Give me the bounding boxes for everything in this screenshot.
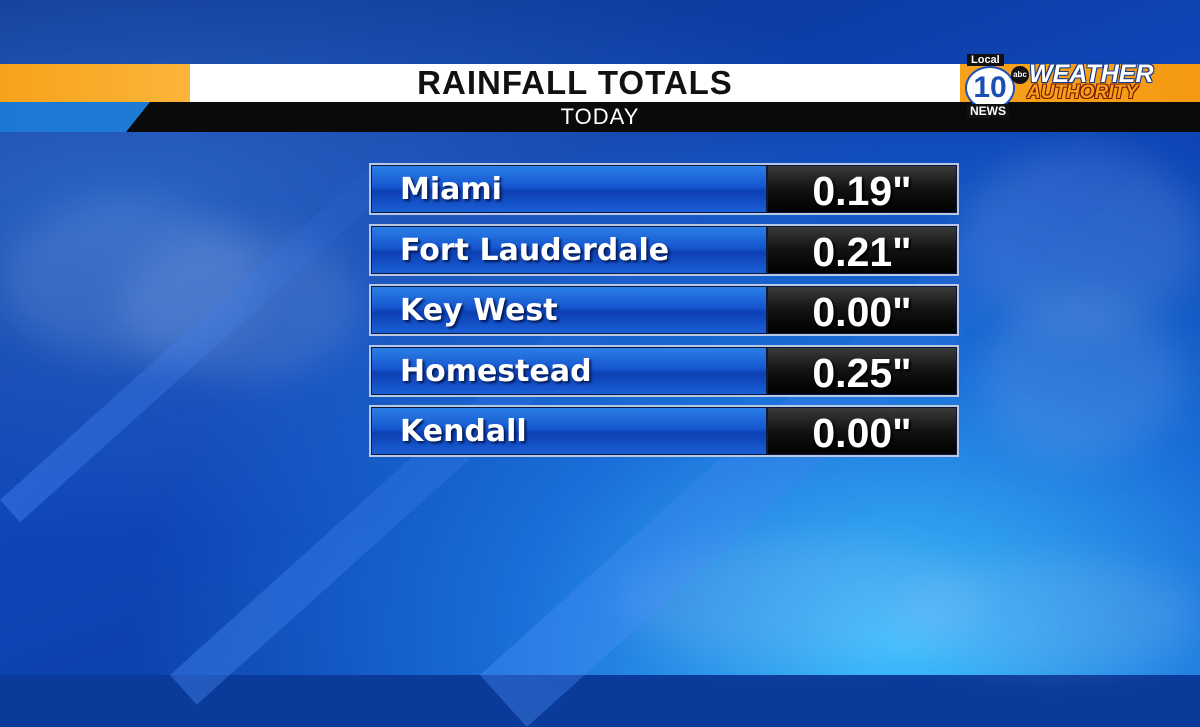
- table-row: Homestead 0.25": [369, 344, 959, 397]
- subtitle-bar: [126, 102, 1200, 132]
- table-row: Miami 0.19": [369, 163, 959, 215]
- rainfall-value: 0.25": [812, 349, 912, 396]
- value-cell: 0.25": [768, 347, 956, 396]
- city-cell: Miami: [372, 166, 766, 212]
- city-name: Kendall: [400, 414, 527, 449]
- value-cell: 0.19": [768, 166, 956, 214]
- cloud: [980, 300, 1180, 460]
- rainfall-value: 0.00": [812, 410, 912, 456]
- station-logo: 10 Local NEWS abc WEATHER AUTHORITY: [955, 52, 1170, 122]
- city-name: Homestead: [400, 353, 592, 389]
- authority-label: AUTHORITY: [1027, 82, 1138, 103]
- local-label: Local: [967, 54, 1004, 66]
- table-row: Fort Lauderdale 0.21": [369, 223, 959, 276]
- network-logo: abc: [1011, 66, 1029, 84]
- orange-accent-left: [0, 64, 190, 102]
- title-banner: RAINFALL TOTALS TODAY: [0, 64, 1200, 132]
- rainfall-value: 0.19": [812, 168, 912, 214]
- city-name: Fort Lauderdale: [400, 232, 670, 268]
- city-cell: Homestead: [372, 347, 766, 394]
- page-title: RAINFALL TOTALS: [417, 64, 733, 101]
- cloud: [0, 200, 260, 360]
- cloud: [120, 230, 360, 380]
- rainfall-value: 0.21": [812, 228, 912, 275]
- rainfall-value: 0.00": [812, 289, 912, 335]
- table-row: Key West 0.00": [369, 284, 959, 336]
- cloud: [960, 150, 1200, 330]
- city-cell: Kendall: [372, 408, 766, 454]
- value-cell: 0.00": [768, 287, 956, 335]
- value-cell: 0.21": [768, 226, 956, 275]
- city-cell: Fort Lauderdale: [372, 226, 766, 273]
- page-subtitle: TODAY: [560, 104, 640, 129]
- value-cell: 0.00": [768, 408, 956, 456]
- rainfall-table: Miami 0.19" Fort Lauderdale 0.21" Key West 0.…: [369, 163, 959, 466]
- weather-label: WEATHER: [1029, 60, 1154, 88]
- cloud: [620, 540, 980, 660]
- news-label: NEWS: [967, 104, 1009, 118]
- city-cell: Key West: [372, 287, 766, 333]
- city-name: Miami: [400, 172, 502, 207]
- city-name: Key West: [400, 293, 558, 328]
- title-bar: [190, 64, 960, 102]
- local10-logo: 10 Local NEWS: [959, 54, 1015, 118]
- cloud: [900, 560, 1200, 670]
- table-row: Kendall 0.00": [369, 405, 959, 457]
